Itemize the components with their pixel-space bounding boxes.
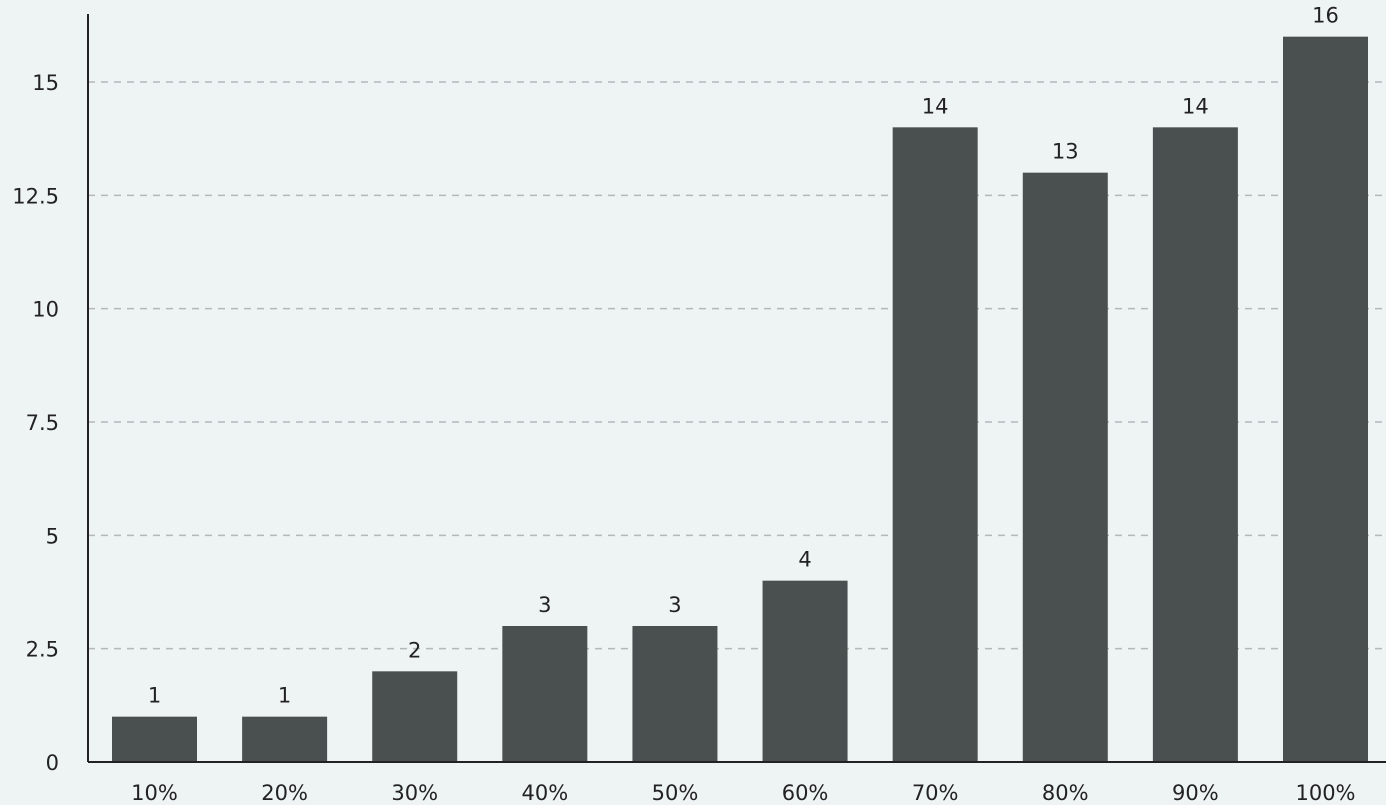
data-label-70%: 14	[922, 94, 949, 118]
bar-70%	[892, 127, 978, 763]
bar-40%	[502, 626, 588, 762]
data-label-30%: 2	[408, 638, 421, 662]
axes	[87, 14, 1386, 763]
bar-80%	[1022, 172, 1108, 762]
bar-90%	[1152, 127, 1238, 763]
x-tick-label-100%: 100%	[1295, 781, 1355, 805]
x-tick-label-70%: 70%	[912, 781, 959, 805]
x-tick-label-40%: 40%	[521, 781, 568, 805]
y-tick-label-1: 2.5	[26, 638, 59, 662]
data-label-100%: 16	[1312, 4, 1339, 28]
y-tick-label-5: 12.5	[12, 184, 59, 208]
bar-50%	[632, 626, 718, 762]
y-tick-label-2: 5	[46, 524, 59, 548]
bar-60%	[762, 580, 848, 762]
bar-20%	[242, 716, 328, 762]
data-label-40%: 3	[538, 593, 551, 617]
x-tick-label-30%: 30%	[391, 781, 438, 805]
data-label-60%: 4	[798, 548, 811, 572]
bar-30%	[372, 671, 458, 762]
x-tick-labels: 10% 20% 30% 40% 50% 60% 70% 80% 90% 100%	[131, 781, 1355, 805]
data-label-10%: 1	[148, 684, 161, 708]
data-label-80%: 13	[1052, 140, 1079, 164]
bars	[112, 36, 1368, 763]
data-labels: 1 1 2 3 3 4 14 13 14 16	[148, 4, 1339, 708]
y-tick-label-6: 15	[32, 71, 59, 95]
y-tick-label-4: 10	[32, 298, 59, 322]
data-label-20%: 1	[278, 684, 291, 708]
x-tick-label-60%: 60%	[782, 781, 829, 805]
y-tick-labels: 0 2.5 5 7.5 10 12.5 15	[12, 71, 59, 775]
x-tick-label-90%: 90%	[1172, 781, 1219, 805]
x-tick-label-50%: 50%	[652, 781, 699, 805]
x-tick-label-10%: 10%	[131, 781, 178, 805]
y-tick-label-3: 7.5	[26, 411, 59, 435]
bar-10%	[112, 716, 197, 762]
x-tick-label-20%: 20%	[261, 781, 308, 805]
y-tick-label-0: 0	[46, 751, 59, 775]
x-tick-label-80%: 80%	[1042, 781, 1089, 805]
data-label-50%: 3	[668, 593, 681, 617]
bar-100%	[1283, 36, 1368, 762]
data-label-90%: 14	[1182, 94, 1209, 118]
